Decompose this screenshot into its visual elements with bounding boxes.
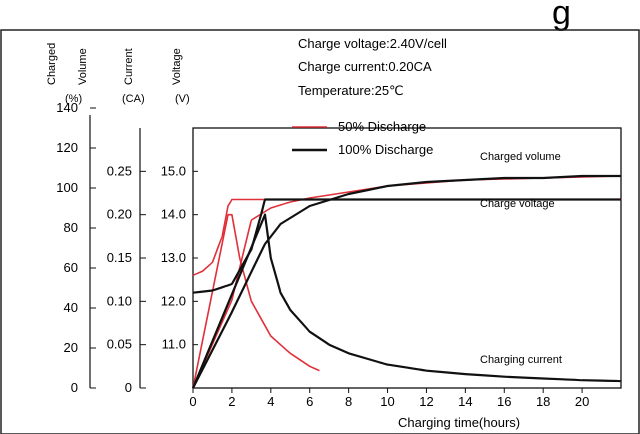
axis-ticks: 0 2 4 6 8 10 12 14 16 18 20 0 20 40 60 80 100 120 140 0 0.05… (56, 100, 589, 409)
series-50-charging-current (192, 213, 320, 389)
volume-tick-label: 20 (64, 340, 78, 355)
curve-label-volume: Charged volume (480, 151, 561, 163)
x-tick-label: 14 (458, 394, 472, 409)
legend: 50% Discharge 100% Discharge (292, 119, 433, 157)
voltage-tick-label: 11.0 (162, 337, 186, 352)
condition-voltage: Charge voltage:2.40V/cell (298, 36, 447, 51)
x-tick-label: 18 (536, 394, 550, 409)
volume-tick-label: 100 (56, 180, 78, 195)
volume-tick-label: 120 (56, 140, 78, 155)
series-100-charged-volume (192, 174, 621, 389)
volume-axis-unit: (%) (65, 93, 82, 105)
volume-tick-label: 140 (56, 100, 78, 115)
voltage-tick-label: 13.0 (161, 250, 186, 265)
voltage-tick-label: 12.0 (161, 293, 186, 308)
current-tick-label: 0.10 (107, 293, 132, 308)
voltage-tick-label: 15.0 (161, 163, 186, 178)
x-tick-label: 4 (267, 394, 274, 409)
curves (191, 174, 623, 389)
current-tick-label: 0.25 (107, 163, 132, 178)
condition-current: Charge current:0.20CA (298, 59, 432, 74)
x-tick-label: 16 (497, 394, 511, 409)
x-tick-label: 2 (228, 394, 235, 409)
volume-axis-label-2: Volume (77, 48, 89, 85)
series-100-charge-voltage (192, 198, 621, 294)
volume-tick-label: 80 (64, 220, 78, 235)
x-tick-label: 6 (306, 394, 313, 409)
x-tick-label: 20 (575, 394, 589, 409)
condition-temperature: Temperature:25℃ (298, 83, 404, 98)
series-50-charge-voltage (192, 198, 622, 277)
volume-axis-label-1: Charged (46, 43, 58, 85)
curve-label-current: Charging current (480, 354, 562, 366)
current-axis-unit: (CA) (122, 93, 145, 105)
voltage-tick-label: 14.0 (161, 207, 186, 222)
x-tick-label: 10 (380, 394, 394, 409)
volume-tick-label: 40 (64, 300, 78, 315)
legend-label-50: 50% Discharge (338, 119, 426, 134)
curve-label-voltage: Charge voltage (480, 198, 555, 210)
current-tick-label: 0.20 (107, 207, 132, 222)
series-100-charging-current (191, 213, 623, 389)
current-tick-label: 0.15 (107, 250, 132, 265)
x-tick-label: 8 (345, 394, 352, 409)
x-axis-title: Charging time(hours) (398, 415, 520, 430)
current-axis-label: Current (123, 48, 135, 85)
voltage-axis-unit: (V) (175, 93, 190, 105)
x-tick-label: 12 (419, 394, 433, 409)
header-fragment: g (552, 0, 571, 32)
figure-frame (0, 29, 640, 434)
volume-tick-label: 60 (64, 260, 78, 275)
legend-label-100: 100% Discharge (338, 142, 433, 157)
volume-tick-label: 0 (71, 380, 78, 395)
voltage-axis-label: Voltage (171, 48, 183, 85)
current-tick-label: 0.05 (107, 337, 132, 352)
x-tick-label: 0 (189, 394, 196, 409)
current-tick-label: 0 (125, 380, 132, 395)
